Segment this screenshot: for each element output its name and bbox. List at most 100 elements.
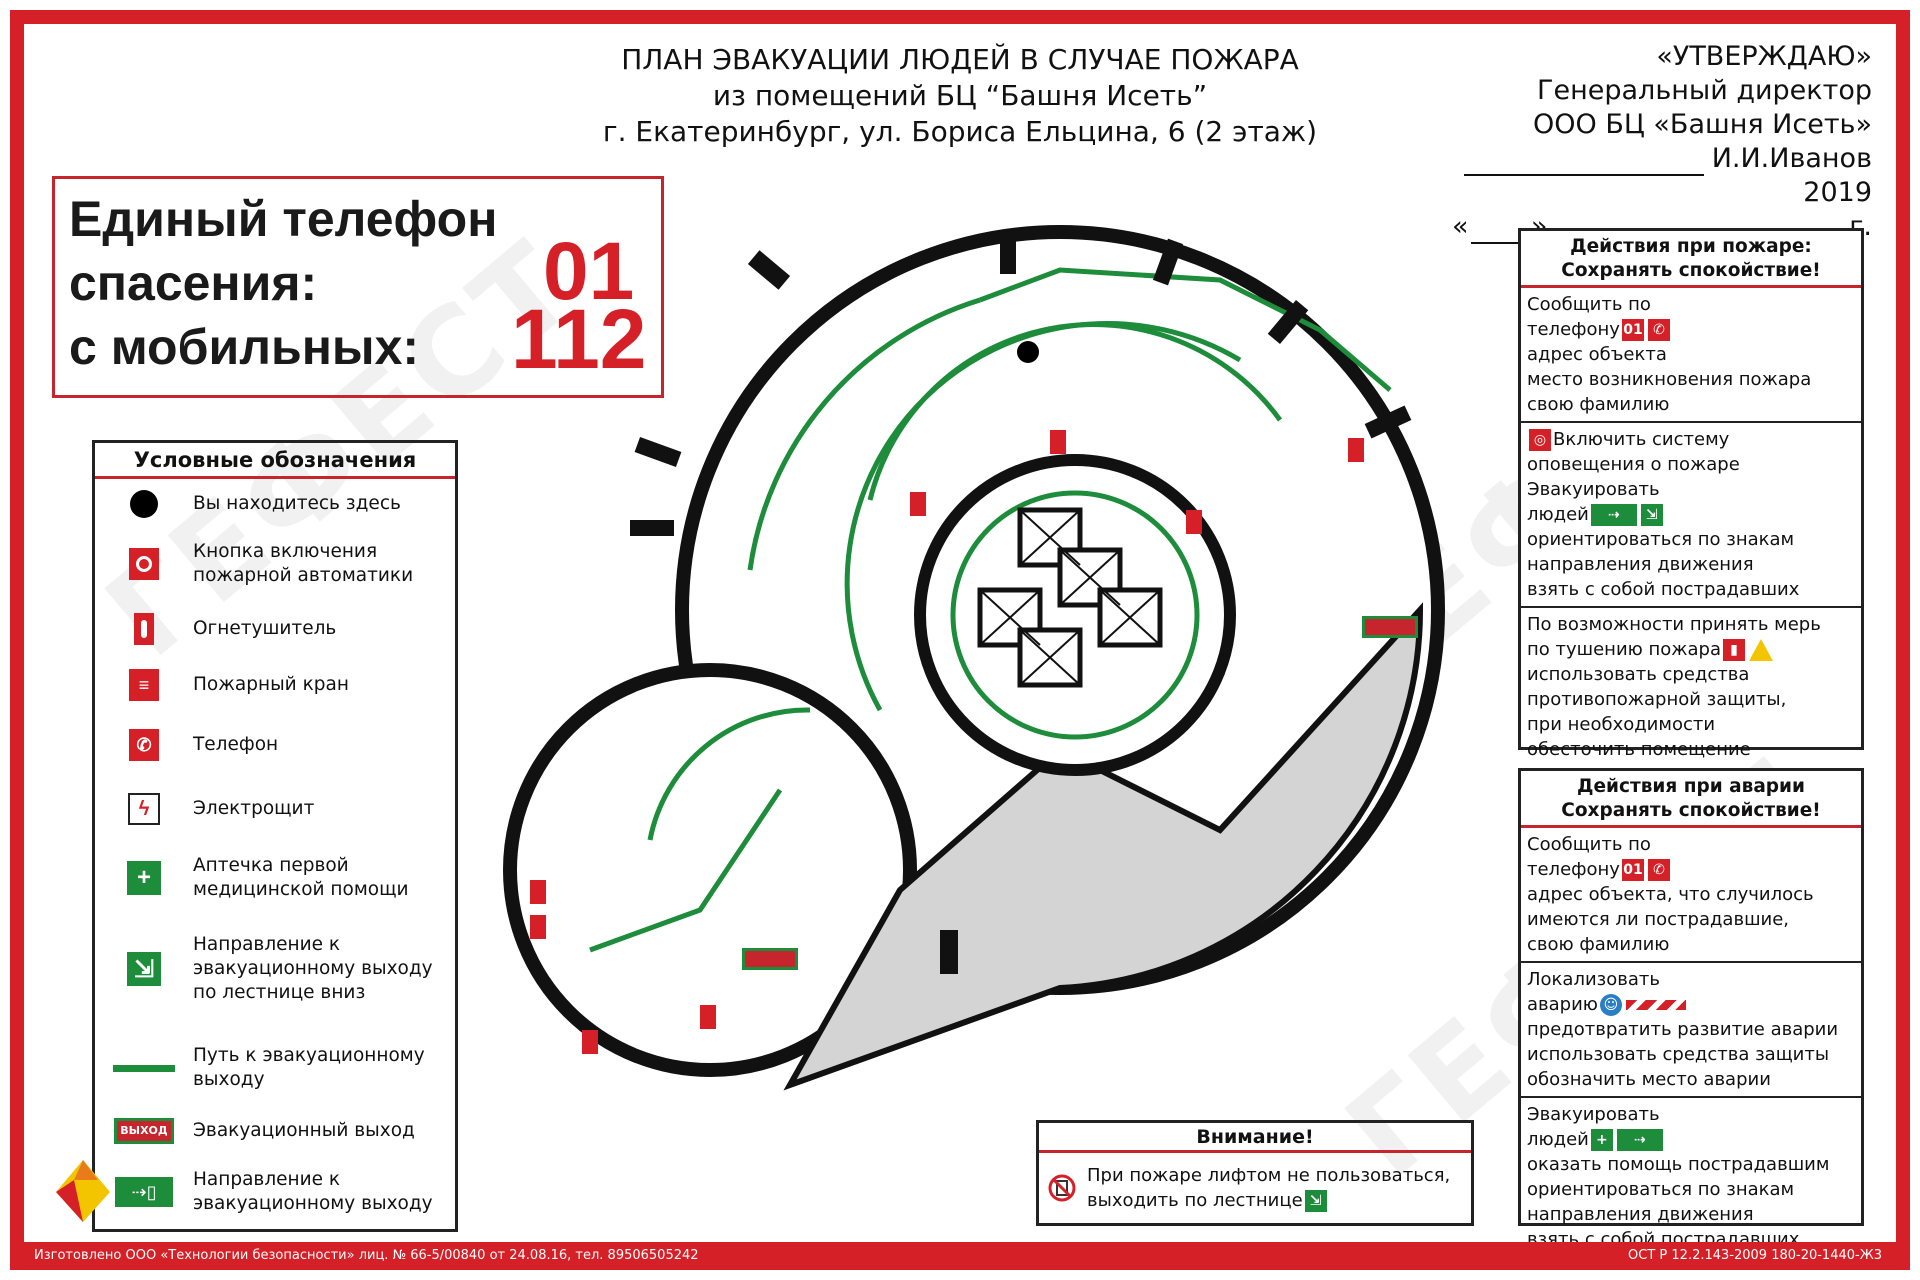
fire-report-section: Сообщить по телефону 01 ✆ адрес объекта ме… — [1521, 288, 1861, 423]
panel-line: ориентироваться по знакам — [1527, 1179, 1795, 1200]
panel-title-line: Действия при аварии — [1577, 776, 1805, 797]
barrier-tape-icon — [1625, 1000, 1686, 1010]
footer-standard: ОСТ Р 12.2.143-2009 180-20-1440-Ж3 — [1628, 1248, 1882, 1263]
elevator-cross-marks — [979, 509, 1161, 686]
stairs-down-exit-icon: ⇲ — [127, 952, 161, 986]
date-quote-open: « — [1452, 211, 1469, 242]
legend-item: ⇲ Направление к эвакуационному выходу по… — [95, 931, 455, 1007]
panel-line: свою фамилию — [1527, 394, 1670, 415]
legend-item-label: Направление к эвакуационному выходу — [193, 1169, 433, 1214]
panel-line: людей + ⇢ — [1527, 1127, 1855, 1152]
legend-item-label: Путь к эвакуационному выходу — [193, 1045, 425, 1090]
panel-text: людей — [1527, 1129, 1589, 1150]
title-line: ПЛАН ЭВАКУАЦИИ ЛЮДЕЙ В СЛУЧАЕ ПОЖАРА — [621, 43, 1299, 76]
fire-alarm-button-icon — [129, 548, 159, 580]
legend-item-label: Аптечка первой медицинской помощи — [193, 855, 409, 900]
panel-line: предотвратить развитие аварии — [1527, 1019, 1839, 1040]
date-day-blank — [1470, 218, 1529, 244]
legend-item: Вы находитесь здесь — [95, 487, 455, 521]
approval-block: «УТВЕРЖДАЮ» Генеральный директор ООО БЦ … — [1452, 40, 1872, 244]
panel-line: ориентироваться по знакам — [1527, 529, 1795, 550]
exit-direction-icon: ⇢▯ — [115, 1177, 173, 1207]
panel-text: людей — [1527, 504, 1589, 525]
window-piers — [630, 230, 1412, 974]
phone-icon: ✆ — [129, 729, 159, 761]
you-are-here-marker — [1017, 341, 1039, 363]
exit-sign — [742, 948, 798, 970]
panel-text: по тушению пожара — [1527, 639, 1722, 660]
fire-extinguisher-marks — [530, 430, 1364, 1054]
panel-title-line: Сохранять спокойствие! — [1561, 800, 1821, 821]
signature-line — [1463, 150, 1704, 176]
footer-manufacturer: Изготовлено ООО «Технологии безопасности… — [34, 1248, 699, 1263]
legend-item: Путь к эвакуационному выходу — [95, 1041, 455, 1095]
legend-item: ϟ Электрощит — [95, 791, 455, 827]
approval-line: ООО БЦ «Башня Исеть» — [1533, 109, 1872, 140]
attention-box: Внимание! При пожаре лифтом не пользоват… — [1036, 1120, 1474, 1226]
fire-hydrant-icon: ≡ — [129, 669, 159, 701]
footer-bar: Изготовлено ООО «Технологии безопасности… — [10, 1242, 1910, 1270]
stairs-down-exit-icon: ⇲ — [1640, 504, 1663, 526]
core-corridor-ring — [950, 490, 1200, 740]
panel-line: аварию ☺ — [1527, 992, 1855, 1017]
panel-line: Эвакуировать — [1527, 1104, 1660, 1125]
legend-item: ⇢▯ Направление к эвакуационному выходу — [95, 1165, 455, 1219]
emergency-exit-icon: ВЫХОД — [114, 1118, 174, 1144]
attention-body: При пожаре лифтом не пользоваться, выход… — [1039, 1159, 1471, 1217]
legend-item-label: Направление к эвакуационному выходу по л… — [193, 934, 433, 1003]
attention-line: При пожаре лифтом не пользоваться, — [1087, 1165, 1451, 1186]
panel-line: свою фамилию — [1527, 934, 1670, 955]
accident-localize-section: Локализовать аварию ☺ предотвратить разви… — [1521, 963, 1861, 1098]
stairs-down-exit-icon: ⇲ — [1304, 1190, 1327, 1212]
accident-actions-panel: Действия при аварии Сохранять спокойстви… — [1518, 768, 1864, 1250]
panel-title-line: Сохранять спокойствие! — [1561, 260, 1821, 281]
legend-item-label: Пожарный кран — [193, 674, 349, 695]
attention-text-part: выходить по лестнице — [1087, 1190, 1303, 1211]
signature-row: И.И.Иванов — [1452, 142, 1872, 176]
emergency-line: Единый телефон — [69, 191, 498, 247]
legend-item: Огнетушитель — [95, 611, 455, 647]
panel-line: по тушению пожара ▮ — [1527, 637, 1855, 662]
legend-item-label: Электрощит — [193, 798, 315, 819]
panel-line: телефону 01 ✆ — [1527, 317, 1855, 342]
panel-line: ◎ Включить систему — [1527, 427, 1855, 452]
legend-item-label: Телефон — [193, 734, 279, 755]
panel-line: Эвакуировать — [1527, 479, 1660, 500]
floor-plan — [503, 225, 1445, 1091]
approval-line: «УТВЕРЖДАЮ» — [1656, 41, 1872, 72]
you-are-here-icon — [130, 490, 158, 518]
exit-sign — [1362, 616, 1418, 638]
legend-item: + Аптечка первой медицинской помощи — [95, 851, 455, 905]
fire-extinguisher-icon: ▮ — [1723, 639, 1746, 661]
legend-title: Условные обозначения — [95, 443, 455, 479]
panel-line: Сообщить по — [1527, 834, 1651, 855]
legend: Условные обозначения Вы находитесь здесь… — [92, 440, 458, 1232]
panel-line: направления движения — [1527, 554, 1754, 575]
evacuation-path-icon — [113, 1064, 175, 1072]
panel-line: место возникновения пожара — [1527, 369, 1812, 390]
panel-line: обесточить помещение — [1527, 739, 1751, 760]
panel-line: По возможности принять мерь — [1527, 614, 1821, 635]
panel-line: Сообщить по — [1527, 294, 1651, 315]
exit-sign-text: ВЫХОД — [117, 1121, 171, 1141]
protective-equipment-icon: ☺ — [1599, 994, 1622, 1016]
legend-item-label: Огнетушитель — [193, 618, 337, 639]
phone-icon: ✆ — [1647, 319, 1670, 341]
panel-text: аварию — [1527, 994, 1598, 1015]
legend-item: ВЫХОД Эвакуационный выход — [95, 1113, 455, 1149]
panel-line: имеются ли пострадавшие, — [1527, 909, 1790, 930]
panel-line: использовать средства защиты — [1527, 1044, 1830, 1065]
fire-alarm-button-icon: ◎ — [1529, 429, 1551, 451]
panel-line: использовать средства — [1527, 664, 1750, 685]
panel-line: людей ⇢ ⇲ — [1527, 502, 1855, 527]
exit-direction-icon: ⇢ — [1590, 504, 1637, 526]
emergency-line: с мобильных: — [69, 319, 420, 375]
high-voltage-warning-icon — [1749, 639, 1774, 661]
attention-text: При пожаре лифтом не пользоваться, выход… — [1087, 1163, 1450, 1213]
panel-title-line: Действия при пожаре: — [1570, 236, 1812, 257]
legend-item-label: Эвакуационный выход — [193, 1120, 415, 1141]
phone-number-badge: 01 — [1621, 859, 1644, 881]
accident-report-section: Сообщить по телефону 01 ✆ адрес объекта, ч… — [1521, 828, 1861, 963]
fire-actions-panel: Действия при пожаре: Сохранять спокойств… — [1518, 228, 1864, 760]
plan-title: ПЛАН ЭВАКУАЦИИ ЛЮДЕЙ В СЛУЧАЕ ПОЖАРА из … — [520, 42, 1400, 150]
